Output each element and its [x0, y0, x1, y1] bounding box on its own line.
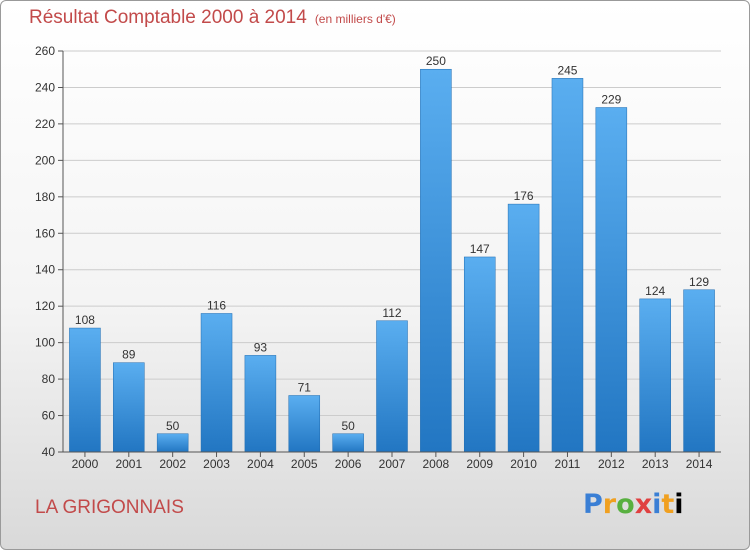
chart-title: Résultat Comptable 2000 à 2014 (en millie…: [29, 7, 396, 29]
data-label: 229: [601, 93, 621, 107]
chart-unit: (en milliers d'€): [314, 12, 396, 26]
x-tick-label: 2012: [598, 457, 625, 471]
x-tick-label: 2002: [159, 457, 186, 471]
bar-2011: [551, 78, 584, 453]
y-tick-label: 80: [42, 372, 56, 386]
data-label: 124: [645, 284, 665, 298]
data-label: 50: [166, 419, 180, 433]
data-label: 129: [689, 275, 709, 289]
bar-2008: [420, 68, 452, 453]
bar-2009: [463, 256, 496, 453]
y-tick-label: 200: [35, 153, 55, 167]
data-label: 93: [254, 340, 268, 354]
bar-2005: [288, 395, 321, 453]
x-tick-label: 2007: [379, 457, 406, 471]
x-tick-label: 2011: [555, 457, 581, 471]
bar-2007: [376, 320, 408, 453]
x-tick-label: 2009: [466, 457, 493, 471]
y-tick-label: 60: [42, 409, 56, 423]
bar-2012: [595, 107, 628, 453]
x-tick-label: 2008: [423, 457, 450, 471]
bar-2013: [639, 298, 671, 453]
data-label: 108: [75, 313, 95, 327]
bar-2014: [683, 289, 715, 453]
data-label: 147: [470, 242, 490, 256]
x-tick-label: 2014: [686, 457, 713, 471]
chart-title-text: Résultat Comptable 2000 à 2014: [29, 7, 307, 28]
x-tick-label: 2005: [291, 457, 318, 471]
y-tick-label: 40: [42, 445, 56, 459]
proxiti-logo: Proxiti: [583, 489, 684, 520]
data-label: 176: [514, 189, 534, 203]
data-label: 250: [426, 54, 446, 68]
bar-2001: [113, 362, 145, 453]
x-tick-label: 2000: [72, 457, 99, 471]
data-label: 112: [382, 306, 401, 320]
data-label: 245: [557, 63, 577, 77]
x-tick-label: 2010: [510, 457, 537, 471]
x-tick-label: 2006: [335, 457, 362, 471]
y-tick-label: 120: [35, 299, 55, 313]
y-tick-label: 260: [35, 44, 55, 58]
y-tick-label: 180: [35, 190, 55, 204]
x-tick-label: 2013: [642, 457, 669, 471]
bar-2002: [156, 433, 189, 453]
data-label: 71: [298, 380, 312, 394]
y-tick-label: 100: [35, 336, 55, 350]
commune-name: LA GRIGONNAIS: [35, 497, 184, 518]
x-tick-label: 2001: [115, 457, 142, 471]
bar-2000: [69, 327, 101, 453]
y-tick-label: 160: [35, 226, 55, 240]
data-label: 89: [122, 348, 136, 362]
bar-2004: [244, 355, 277, 453]
bar-2003: [200, 313, 233, 453]
bar-2010: [507, 203, 540, 453]
y-tick-label: 240: [35, 80, 55, 94]
bar-2006: [332, 433, 364, 453]
x-tick-label: 2004: [247, 457, 274, 471]
data-label: 50: [341, 419, 355, 433]
x-tick-label: 2003: [203, 457, 230, 471]
data-label: 116: [207, 298, 226, 312]
y-tick-label: 140: [35, 263, 55, 277]
y-tick-label: 220: [35, 117, 55, 131]
